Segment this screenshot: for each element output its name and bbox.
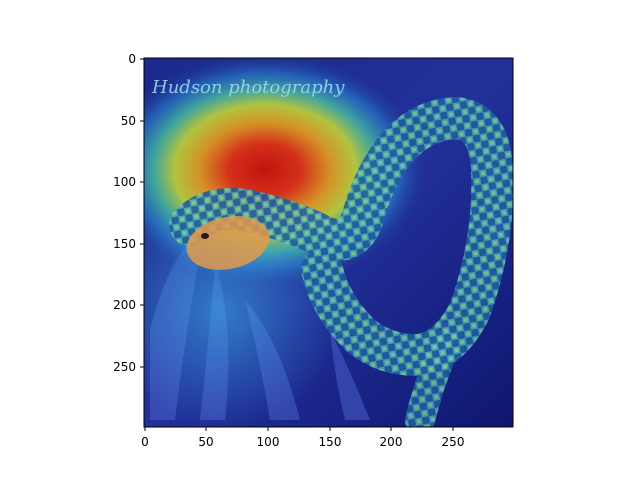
snake	[169, 96, 513, 427]
x-tick-label: 200	[380, 435, 403, 449]
y-tick-label: 50	[121, 114, 136, 128]
watermark: Hudson photography	[151, 77, 345, 98]
y-tick-label: 0	[128, 52, 136, 66]
y-tick-label: 150	[113, 237, 136, 251]
x-tick-label: 150	[319, 435, 342, 449]
y-tick-label: 250	[113, 360, 136, 374]
x-tick-label: 0	[141, 435, 149, 449]
snake-lower-tail	[405, 330, 460, 427]
y-tick-label: 200	[113, 298, 136, 312]
x-tick-label: 50	[198, 435, 213, 449]
x-axis: 0 50 100 150 200 250	[141, 427, 464, 449]
y-axis: 0 50 100 150 200 250	[113, 52, 144, 374]
axes-frame	[143, 57, 514, 428]
y-tick-label: 100	[113, 175, 136, 189]
x-tick-label: 100	[257, 435, 280, 449]
snake-body	[169, 96, 513, 377]
photo-panel: Hudson photography	[144, 58, 513, 427]
snake-eye	[201, 233, 209, 239]
snake-head	[186, 216, 270, 270]
x-tick-label: 250	[442, 435, 465, 449]
